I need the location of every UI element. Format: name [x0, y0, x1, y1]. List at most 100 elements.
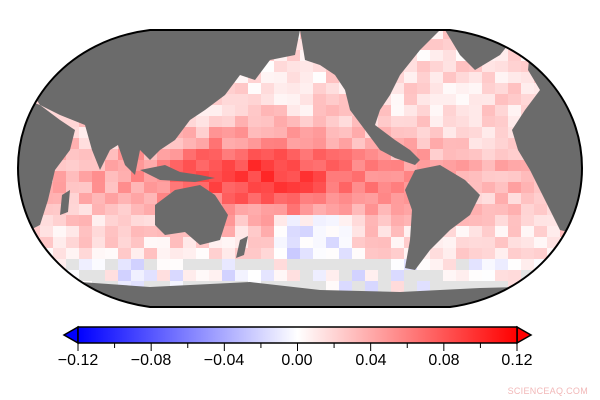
anomaly-cell: [456, 83, 469, 94]
anomaly-cell: [495, 171, 508, 182]
anomaly-cell: [300, 160, 313, 171]
anomaly-cell: [326, 204, 339, 215]
anomaly-cell: [18, 39, 27, 50]
anomaly-cell: [313, 127, 326, 138]
colorbar-label: −0.04: [203, 352, 245, 369]
anomaly-cell: [339, 204, 352, 215]
anomaly-cell: [495, 94, 508, 105]
anomaly-cell: [261, 237, 274, 248]
anomaly-cell: [573, 259, 582, 270]
anomaly-cell: [404, 270, 417, 281]
anomaly-cell: [40, 61, 53, 72]
anomaly-cell: [521, 193, 534, 204]
anomaly-cell: [586, 292, 599, 303]
anomaly-cell: [326, 149, 339, 160]
anomaly-cell: [235, 226, 248, 237]
anomaly-cell: [326, 138, 339, 149]
anomaly-cell: [300, 116, 313, 127]
anomaly-cell: [261, 182, 274, 193]
anomaly-cell: [495, 127, 508, 138]
anomaly-cell: [157, 248, 170, 259]
anomaly-cell: [274, 226, 287, 237]
anomaly-cell: [469, 116, 482, 127]
colorbar-ticks: [77, 343, 518, 351]
anomaly-cell: [274, 215, 287, 226]
anomaly-cell: [313, 270, 326, 281]
anomaly-cell: [118, 160, 131, 171]
anomaly-cell: [105, 160, 118, 171]
anomaly-cell: [482, 105, 495, 116]
anomaly-cell: [157, 193, 170, 204]
anomaly-cell: [547, 237, 560, 248]
anomaly-cell: [287, 204, 300, 215]
anomaly-cell: [495, 259, 508, 270]
anomaly-cell: [352, 259, 365, 270]
anomaly-cell: [547, 281, 560, 292]
anomaly-cell: [53, 204, 66, 215]
anomaly-cell: [118, 182, 131, 193]
anomaly-cell: [170, 182, 183, 193]
anomaly-cell: [469, 94, 482, 105]
anomaly-cell: [196, 248, 209, 259]
anomaly-cell: [352, 138, 365, 149]
anomaly-cell: [287, 270, 300, 281]
anomaly-cell: [469, 248, 482, 259]
anomaly-cell: [391, 182, 404, 193]
anomaly-cell: [222, 226, 235, 237]
anomaly-cell: [326, 237, 339, 248]
anomaly-cell: [66, 171, 79, 182]
anomaly-cell: [18, 292, 27, 303]
anomaly-cell: [53, 39, 66, 50]
anomaly-cell: [352, 127, 365, 138]
anomaly-cell: [430, 83, 443, 94]
anomaly-cell: [274, 116, 287, 127]
land-north-america: [300, 30, 440, 165]
anomaly-cell: [547, 30, 560, 39]
anomaly-cell: [118, 204, 131, 215]
anomaly-cell: [300, 270, 313, 281]
anomaly-cell: [508, 270, 521, 281]
anomaly-cell: [469, 204, 482, 215]
anomaly-cell: [235, 83, 248, 94]
anomaly-cell: [18, 30, 27, 39]
anomaly-cell: [287, 149, 300, 160]
anomaly-cell: [118, 248, 131, 259]
anomaly-cell: [508, 72, 521, 83]
anomaly-cell: [508, 30, 521, 39]
anomaly-cell: [443, 83, 456, 94]
anomaly-cell: [586, 226, 599, 237]
anomaly-cell: [586, 39, 599, 50]
anomaly-cell: [40, 259, 53, 270]
anomaly-cell: [313, 116, 326, 127]
anomaly-cell: [79, 193, 92, 204]
anomaly-cell: [92, 259, 105, 270]
anomaly-cell: [209, 149, 222, 160]
anomaly-cell: [404, 160, 417, 171]
anomaly-cell: [417, 94, 430, 105]
anomaly-cell: [456, 281, 469, 292]
anomaly-cell: [222, 127, 235, 138]
anomaly-cell: [92, 204, 105, 215]
anomaly-cell: [430, 50, 443, 61]
anomaly-cell: [560, 39, 573, 50]
anomaly-cell: [40, 226, 53, 237]
anomaly-cell: [300, 259, 313, 270]
anomaly-cell: [404, 72, 417, 83]
anomaly-cell: [560, 61, 573, 72]
anomaly-cell: [274, 171, 287, 182]
anomaly-cell: [378, 204, 391, 215]
anomaly-cell: [521, 259, 534, 270]
anomaly-cell: [586, 270, 599, 281]
anomaly-cell: [417, 259, 430, 270]
anomaly-cell: [196, 116, 209, 127]
anomaly-cell: [456, 248, 469, 259]
anomaly-cell: [300, 72, 313, 83]
anomaly-cell: [586, 204, 599, 215]
anomaly-cell: [313, 226, 326, 237]
anomaly-cell: [456, 94, 469, 105]
anomaly-cell: [482, 171, 495, 182]
anomaly-cell: [18, 270, 27, 281]
anomaly-cell: [456, 149, 469, 160]
anomaly-cell: [222, 248, 235, 259]
anomaly-cell: [456, 270, 469, 281]
